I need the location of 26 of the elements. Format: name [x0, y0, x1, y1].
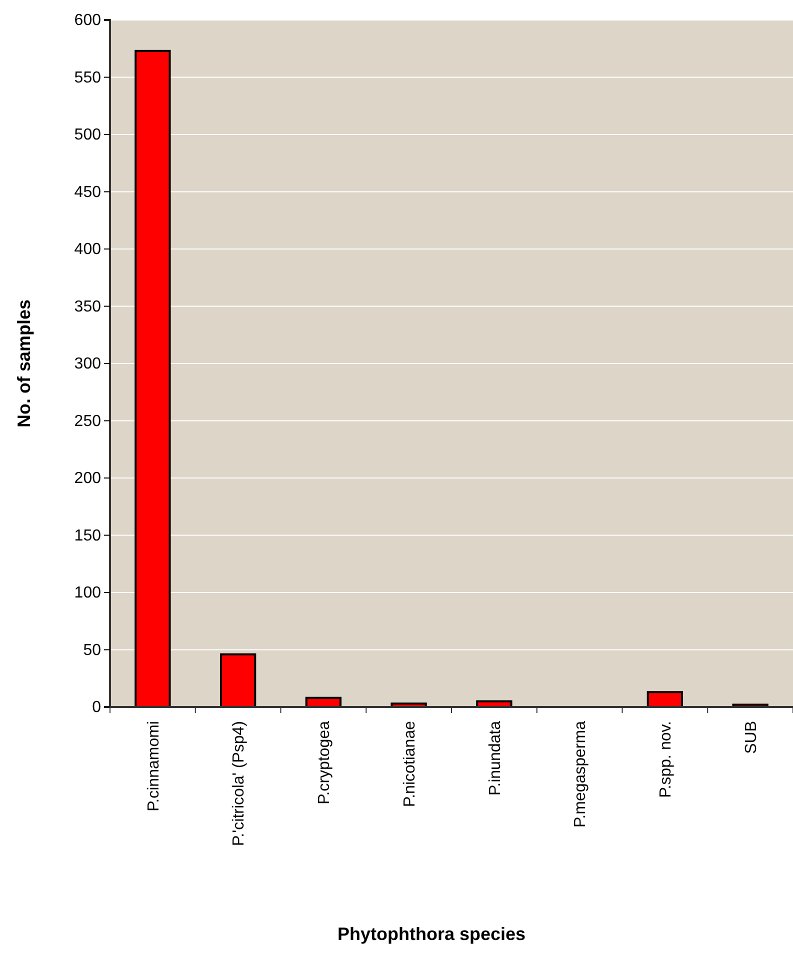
y-tick-label: 200	[74, 470, 102, 488]
y-tick-label: 150	[74, 527, 102, 544]
bar	[134, 50, 171, 708]
bar	[646, 691, 684, 708]
x-tick-label: P.cinnamomi	[145, 721, 162, 812]
y-tick-label: 350	[74, 298, 102, 316]
y-tick-label: 500	[74, 126, 102, 144]
y-tick-label: 450	[74, 184, 102, 201]
y-tick-label: 100	[74, 584, 102, 602]
x-tick-label: P.cryptogea	[316, 720, 334, 804]
y-tick-label: 300	[74, 356, 102, 373]
y-tick-label: 550	[74, 69, 102, 86]
x-tick-label: P.inundata	[486, 720, 504, 796]
x-axis-title: Phytophthora species	[337, 924, 526, 944]
y-tick-label: 0	[92, 699, 102, 716]
bar	[220, 653, 256, 708]
x-tick-label: SUB	[742, 721, 760, 754]
y-tick-label: 50	[83, 642, 102, 659]
y-tick-label: 600	[74, 12, 102, 30]
x-tick-label: P.spp. nov.	[658, 721, 675, 798]
y-axis-title: No. of samples	[14, 299, 34, 428]
y-tick-label: 250	[74, 412, 102, 430]
y-tick-label: 400	[74, 241, 102, 258]
x-tick-label: P.nicotianae	[401, 720, 418, 807]
x-tick-label: P.megasperma	[572, 720, 590, 828]
x-tick-label: P.'citricola' (Psp4)	[230, 721, 248, 846]
